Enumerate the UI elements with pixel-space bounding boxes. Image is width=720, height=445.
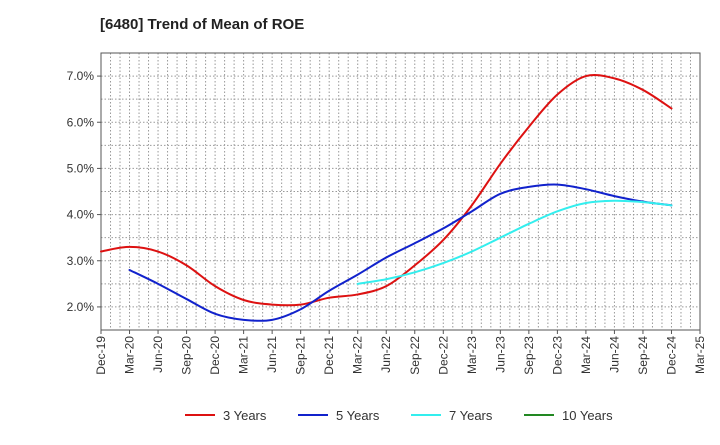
x-tick-label: Dec-20 [208,336,222,375]
x-tick-label: Sep-24 [636,336,650,375]
x-tick-label: Jun-21 [265,336,279,373]
chart-title: [6480] Trend of Mean of ROE [100,16,304,33]
x-tick-label: Sep-23 [522,336,536,375]
x-axis-ticks: Dec-19 Mar-20 Jun-20 Sep-20 Dec-20 Mar-21 Jun-… [94,330,707,375]
series-lines [100,73,673,322]
x-tick-label: Sep-20 [180,336,194,375]
y-tick-label: 3.0% [67,254,95,268]
x-tick-label: Dec-24 [664,336,678,375]
x-tick-label: Mar-25 [693,336,707,374]
x-tick-label: Sep-22 [408,336,422,375]
y-tick-label: 2.0% [67,300,95,314]
series-line-7-years [356,199,673,285]
x-tick-label: Mar-23 [465,336,479,374]
y-axis-ticks: 2.0% 3.0% 4.0% 5.0% 6.0% 7.0% [67,69,101,314]
plot-frame [100,52,701,331]
legend-label: 5 Years [336,408,380,423]
y-tick-label: 5.0% [67,161,95,175]
legend-label: 7 Years [449,408,493,423]
x-tick-label: Dec-23 [550,336,564,375]
grid-lines [101,53,700,330]
legend-label: 3 Years [223,408,267,423]
x-tick-label: Jun-20 [151,336,165,373]
legend: 3 Years 5 Years 7 Years 10 Years [185,408,613,423]
y-tick-label: 4.0% [67,208,95,222]
x-tick-label: Jun-22 [379,336,393,373]
x-tick-label: Mar-21 [237,336,251,374]
x-tick-label: Jun-23 [493,336,507,373]
y-tick-label: 6.0% [67,115,95,129]
series-line-5-years [128,183,673,322]
x-tick-label: Sep-21 [294,336,308,375]
y-tick-label: 7.0% [67,69,95,83]
x-tick-label: Mar-24 [579,336,593,374]
legend-label: 10 Years [562,408,613,423]
x-tick-label: Dec-22 [436,336,450,375]
x-tick-label: Dec-19 [94,336,108,375]
x-tick-label: Mar-22 [351,336,365,374]
x-tick-label: Mar-20 [123,336,137,374]
x-tick-label: Dec-21 [322,336,336,375]
series-line-3-years [100,73,673,307]
x-tick-label: Jun-24 [607,336,621,373]
